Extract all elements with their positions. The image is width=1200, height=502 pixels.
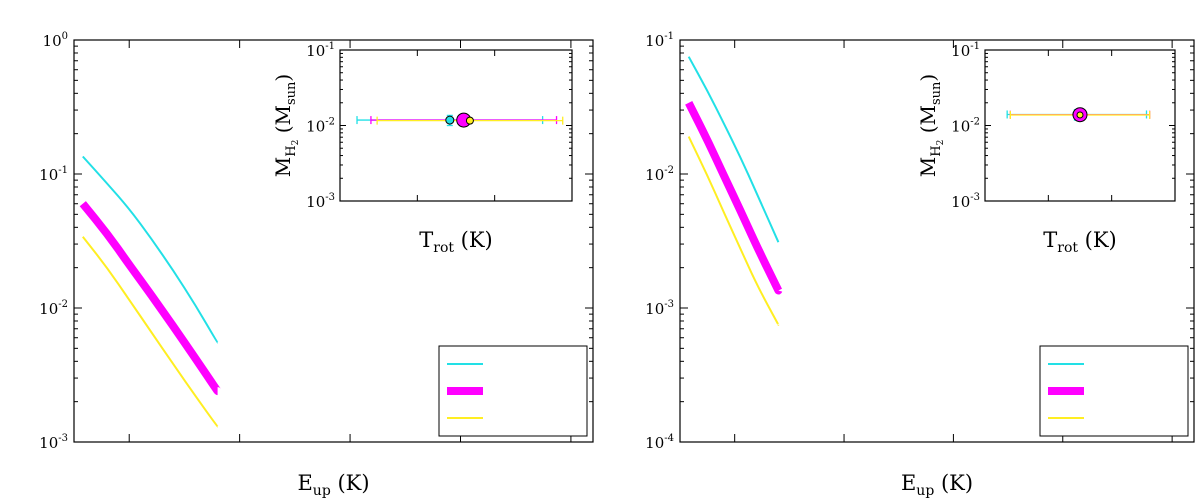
text-part: 10 xyxy=(951,193,970,211)
inset-y-tick-label: 10-2 xyxy=(306,117,335,136)
legend xyxy=(438,345,588,437)
text-part: -3 xyxy=(325,192,335,203)
text-part: 10 xyxy=(645,300,664,318)
text-part: -2 xyxy=(970,117,980,128)
text-part: 10 xyxy=(645,166,664,184)
y-tick-label: 10-3 xyxy=(645,299,674,318)
text-part: (K) xyxy=(934,471,973,495)
text-part: 10 xyxy=(306,42,325,60)
text-part: ) xyxy=(916,74,940,82)
text-part: -1 xyxy=(664,31,674,42)
y-tick-label: 10-1 xyxy=(39,165,68,184)
text-part: 10 xyxy=(43,32,62,50)
text-part: 0 xyxy=(62,31,68,42)
text-part: M xyxy=(271,157,295,177)
text-part: (K) xyxy=(454,228,493,252)
text-part: -3 xyxy=(58,433,68,444)
text-part: E xyxy=(901,471,916,495)
inset-y-axis-label: MH2 (Msun) xyxy=(271,74,301,177)
text-part: -2 xyxy=(664,165,674,176)
text-part: (K) xyxy=(331,471,370,495)
text-part: 10 xyxy=(39,434,58,452)
text-part: 2 xyxy=(936,140,946,146)
text-part: -2 xyxy=(325,117,335,128)
inset-point-8e+16cm xyxy=(465,116,474,125)
text-part: (M xyxy=(271,105,295,140)
y-tick-label: 10-4 xyxy=(645,433,674,452)
x-axis-label: Eup (K) xyxy=(297,471,369,499)
text-part: 10 xyxy=(39,300,58,318)
legend xyxy=(1039,345,1189,437)
inset-y-tick-label: 10-1 xyxy=(951,41,980,60)
y-tick-label: 10-3 xyxy=(39,433,68,452)
inset-y-axis-label: MH2 (Msun) xyxy=(916,74,946,177)
text-part: 10 xyxy=(39,166,58,184)
text-part: (M xyxy=(916,105,940,140)
text-part: 2 xyxy=(291,140,301,146)
text-part: rot xyxy=(1057,240,1078,256)
text-part: 10 xyxy=(645,434,664,452)
text-part: 10 xyxy=(306,193,325,211)
text-part: T xyxy=(1043,228,1057,252)
y-tick-label: 10-2 xyxy=(39,299,68,318)
inset-plot-area xyxy=(984,49,1176,202)
inset-y-tick-label: 10-2 xyxy=(951,117,980,136)
inset-plot-area xyxy=(339,49,573,202)
text-part: T xyxy=(419,228,433,252)
inset-point-4e+16cm xyxy=(445,115,455,125)
series-line-6e+16cm xyxy=(685,101,783,295)
inset-x-axis-label: Trot (K) xyxy=(1043,228,1117,256)
inset-y-tick-label: 10-3 xyxy=(306,192,335,211)
text-part: up xyxy=(916,483,934,499)
text-part: E xyxy=(297,471,312,495)
y-tick-label: 10-2 xyxy=(645,165,674,184)
inset-y-tick-label: 10-1 xyxy=(306,41,335,60)
text-part: 10 xyxy=(306,118,325,136)
x-axis-label: Eup (K) xyxy=(901,471,973,499)
inset-y-tick-label: 10-3 xyxy=(951,192,980,211)
inset-x-axis-label: Trot (K) xyxy=(419,228,493,256)
inset-point-8e+16cm xyxy=(1076,111,1084,119)
text-part: -3 xyxy=(970,192,980,203)
text-part: sun xyxy=(929,81,944,105)
text-part: M xyxy=(916,157,940,177)
text-part: 10 xyxy=(645,32,664,50)
text-part: -1 xyxy=(970,41,980,52)
text-part: H xyxy=(929,145,944,156)
text-part: H xyxy=(284,145,299,156)
series-line-6e+16cm xyxy=(79,201,222,396)
text-part: 10 xyxy=(951,42,970,60)
text-part: ) xyxy=(271,74,295,82)
series-line-4e+16cm xyxy=(82,155,219,344)
text-part: sun xyxy=(284,81,299,105)
text-part: -4 xyxy=(664,433,674,444)
text-part: -1 xyxy=(58,165,68,176)
text-part: -3 xyxy=(664,299,674,310)
series-line-4e+16cm xyxy=(687,56,780,243)
text-part: -1 xyxy=(325,41,335,52)
text-part: 10 xyxy=(951,118,970,136)
series-line-8e+16cm xyxy=(687,136,780,326)
y-tick-label: 100 xyxy=(43,31,68,50)
text-part: rot xyxy=(433,240,454,256)
series-line-8e+16cm xyxy=(82,236,219,428)
text-part: -2 xyxy=(58,299,68,310)
y-tick-label: 10-1 xyxy=(645,31,674,50)
text-part: (K) xyxy=(1078,228,1117,252)
text-part: up xyxy=(313,483,331,499)
